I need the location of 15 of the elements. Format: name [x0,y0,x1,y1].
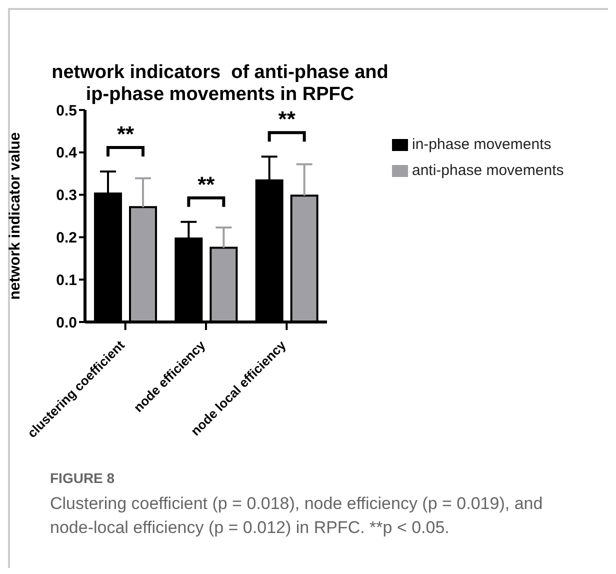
chart-title: network indicators of anti-phase and ip-phase movements in RPFC [52,62,388,105]
y-tick-label: 0.1 [56,272,77,289]
y-tick-label: 0.4 [56,144,78,162]
annotation: ** [198,172,216,197]
y-tick-label: 0.3 [56,187,77,204]
legend-label: in-phase movements [412,136,552,153]
caption: FIGURE 8 [50,470,116,486]
y-axis-title: network indicator value [6,132,24,300]
y-tick-label: 0.2 [56,230,77,247]
text: Clustering coefficient (p = 0.018), node efficiency (p = 0.019), and node-local efficiency (p = 0.012) in RPFC. **p < 0.05. [50,493,544,539]
y-tick-label: 0.0 [56,314,77,332]
y-tick-label: 0.5 [56,102,77,120]
annotation: ** [116,121,134,146]
legend-label: anti-phase movements [412,162,564,179]
annotation: ** [278,106,296,132]
